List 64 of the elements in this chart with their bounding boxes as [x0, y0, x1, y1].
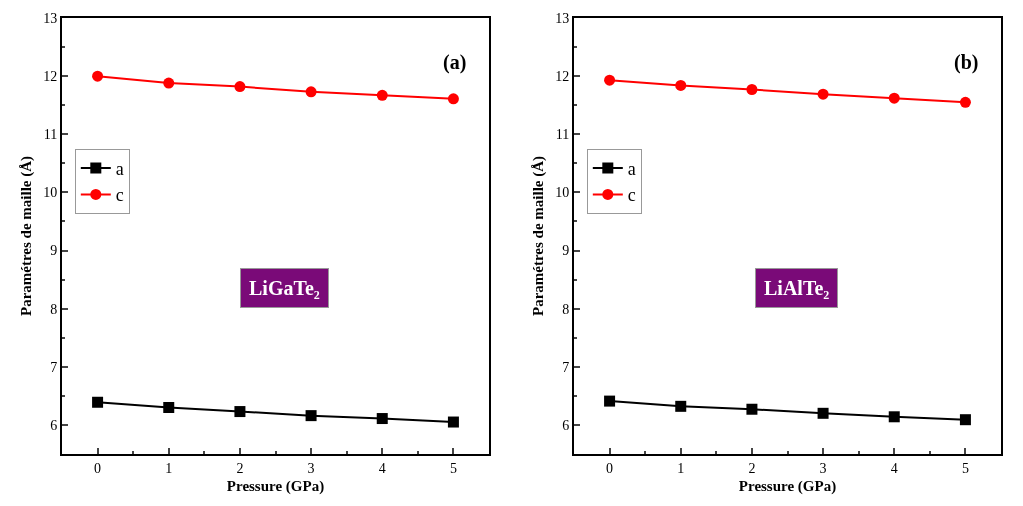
point	[447, 416, 459, 428]
y-tick-label: 7	[562, 359, 570, 375]
point	[305, 86, 317, 98]
x-tick-label: 2	[748, 460, 756, 476]
y-tick-label: 6	[50, 417, 58, 433]
x-tick-label: 3	[307, 460, 315, 476]
point	[746, 84, 758, 95]
annotation: (b)	[954, 51, 979, 74]
point	[888, 92, 900, 104]
point	[163, 401, 175, 413]
point	[92, 70, 104, 82]
annotation: (a)	[443, 51, 467, 74]
legend-label: c	[115, 185, 124, 206]
point	[959, 414, 971, 426]
y-tick-label: 9	[50, 243, 58, 259]
point	[234, 81, 246, 93]
y-tick-label: 10	[43, 185, 58, 201]
point	[817, 407, 829, 419]
point	[746, 403, 758, 415]
annotation: LiGaTe₂	[249, 277, 320, 299]
x-tick-label: 4	[378, 460, 386, 476]
point	[234, 406, 246, 418]
point	[959, 96, 971, 108]
point	[675, 79, 687, 91]
y-tick-label: 13	[43, 10, 58, 26]
x-axis-title: Pressure (GPa)	[226, 478, 325, 496]
x-tick-label: 0	[94, 460, 102, 476]
x-tick-label: 1	[677, 460, 685, 476]
x-tick-label: 5	[449, 460, 457, 476]
point	[92, 396, 104, 408]
point	[817, 88, 829, 100]
legend-label: c	[627, 185, 636, 206]
legend-label: a	[627, 159, 636, 180]
point	[163, 77, 175, 89]
point	[305, 410, 317, 422]
point	[675, 400, 687, 412]
x-tick-label: 5	[961, 460, 969, 476]
x-tick-label: 0	[606, 460, 614, 476]
point	[888, 411, 900, 423]
legend-label: a	[115, 159, 124, 180]
y-tick-label: 8	[562, 301, 570, 317]
point	[604, 395, 616, 407]
annotation: LiAlTe₂	[764, 277, 830, 299]
y-tick-label: 6	[562, 417, 570, 433]
y-tick-label: 10	[555, 185, 570, 201]
y-tick-label: 12	[43, 69, 58, 85]
point	[376, 89, 388, 101]
y-tick-label: 7	[50, 359, 58, 375]
point	[376, 413, 388, 425]
x-axis-title: Pressure (GPa)	[738, 478, 837, 496]
point	[604, 74, 616, 86]
y-tick-label: 11	[555, 127, 570, 143]
x-tick-label: 3	[819, 460, 827, 476]
x-tick-label: 4	[890, 460, 898, 476]
y-tick-label: 11	[43, 127, 58, 143]
y-tick-label: 13	[555, 10, 570, 26]
point	[447, 93, 459, 105]
y-tick-label: 9	[562, 243, 570, 259]
y-tick-label: 12	[555, 69, 570, 85]
y-axis-title: Paramétres de maille (Å)	[17, 155, 35, 317]
x-tick-label: 1	[165, 460, 173, 476]
y-tick-label: 8	[50, 301, 58, 317]
y-axis-title: Paramétres de maille (Å)	[529, 155, 547, 317]
x-tick-label: 2	[236, 460, 244, 476]
